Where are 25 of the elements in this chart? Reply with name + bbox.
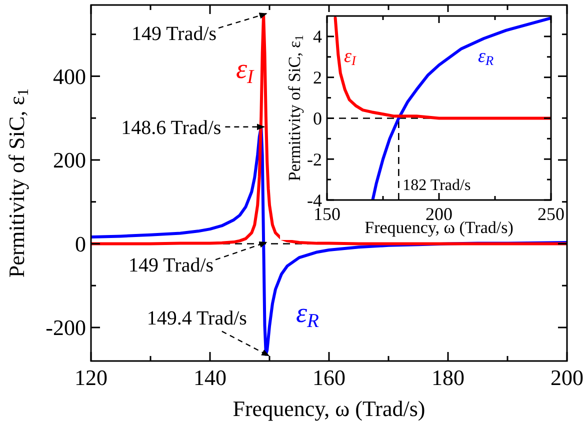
y-tick-label: -2 [307, 149, 322, 170]
series-label: ε$_{I}$ [236, 54, 256, 88]
y-tick-label: 200 [53, 148, 86, 173]
ref-line-label: 182 Trad/s [402, 177, 471, 194]
x-tick-label: 250 [538, 204, 564, 224]
x-tick-label: 140 [194, 365, 226, 390]
series-label: ε$_{I}$ [344, 46, 356, 68]
y-tick-label: 4 [313, 26, 322, 47]
x-axis-title: Frequency, ω (Trad/s) [232, 396, 426, 421]
annotation: 149.4 Trad/s [146, 307, 248, 330]
y-tick-label: 2 [313, 68, 322, 88]
annotation: 149 Trad/s [128, 254, 214, 277]
annotation: 148.6 Trad/s [121, 116, 222, 139]
annotation: 149 Trad/s [132, 23, 217, 46]
x-tick-label: 160 [312, 365, 346, 390]
y-tick-label: 0 [313, 108, 322, 129]
y-tick-label: 0 [75, 231, 86, 256]
x-tick-label: 200 [426, 204, 452, 224]
series-label: ε$_{R}$ [296, 298, 320, 332]
y-tick-label: -200 [46, 315, 86, 340]
x-tick-label: 180 [432, 365, 464, 390]
x-tick-label: 120 [74, 365, 108, 390]
x-tick-label: 200 [550, 365, 584, 390]
series-label: ε$_{R}$ [478, 46, 494, 68]
y-tick-label: 400 [53, 64, 86, 89]
